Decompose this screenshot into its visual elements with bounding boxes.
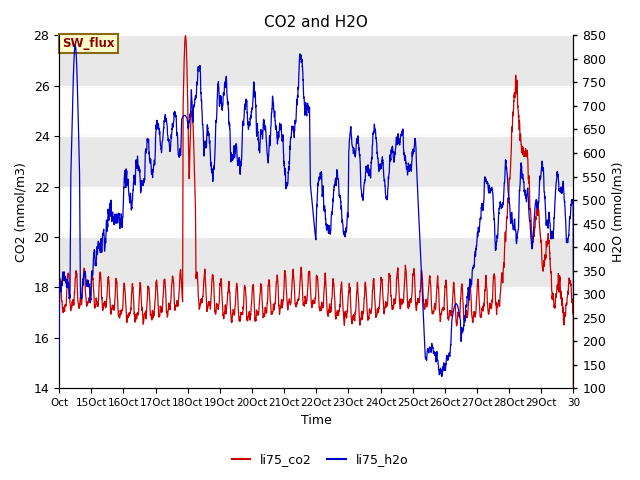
Y-axis label: H2O (mmol/m3): H2O (mmol/m3) bbox=[612, 162, 625, 262]
Legend: li75_co2, li75_h2o: li75_co2, li75_h2o bbox=[227, 448, 413, 471]
Y-axis label: CO2 (mmol/m3): CO2 (mmol/m3) bbox=[15, 162, 28, 262]
Bar bbox=[59, 36, 573, 86]
Title: CO2 and H2O: CO2 and H2O bbox=[264, 15, 368, 30]
Text: SW_flux: SW_flux bbox=[62, 36, 115, 49]
X-axis label: Time: Time bbox=[301, 414, 332, 427]
Bar bbox=[59, 136, 573, 187]
Bar bbox=[59, 237, 573, 288]
